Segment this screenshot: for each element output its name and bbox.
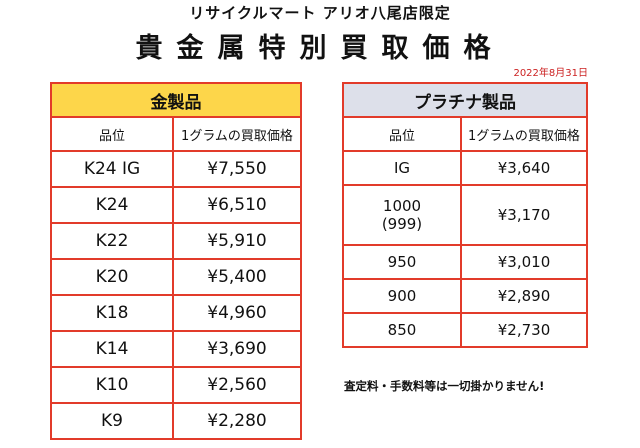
gold-grade: K14 xyxy=(50,330,174,368)
platinum-price: ¥3,640 xyxy=(460,150,588,186)
gold-price: ¥5,910 xyxy=(172,222,302,260)
gold-price: ¥4,960 xyxy=(172,294,302,332)
table-row: K20 ¥5,400 xyxy=(50,258,302,296)
platinum-price: ¥2,730 xyxy=(460,312,588,348)
fee-note: 査定料・手数料等は一切掛かりません! xyxy=(344,379,545,393)
table-row: K22 ¥5,910 xyxy=(50,222,302,260)
table-row: K24 ¥6,510 xyxy=(50,186,302,224)
platinum-price: ¥3,010 xyxy=(460,244,588,280)
table-row: K14 ¥3,690 xyxy=(50,330,302,368)
gold-grade: K18 xyxy=(50,294,174,332)
platinum-table-title: プラチナ製品 xyxy=(342,82,588,118)
gold-price: ¥2,560 xyxy=(172,366,302,404)
table-row: 850 ¥2,730 xyxy=(342,312,588,348)
platinum-grade-sub: (999) xyxy=(381,215,423,233)
platinum-grade: IG xyxy=(342,150,462,186)
gold-table-title: 金製品 xyxy=(50,82,302,118)
table-row: 900 ¥2,890 xyxy=(342,278,588,314)
platinum-price: ¥2,890 xyxy=(460,278,588,314)
platinum-col-grade: 品位 xyxy=(342,116,462,152)
table-row: 1000 (999) ¥3,170 xyxy=(342,184,588,246)
gold-grade: K9 xyxy=(50,402,174,440)
platinum-grade-main: 1000 xyxy=(382,197,422,215)
gold-grade: K10 xyxy=(50,366,174,404)
table-row: K9 ¥2,280 xyxy=(50,402,302,440)
table-row: IG ¥3,640 xyxy=(342,150,588,186)
gold-grade: K20 xyxy=(50,258,174,296)
table-row: K10 ¥2,560 xyxy=(50,366,302,404)
gold-price-table: 金製品 品位 1グラムの買取価格 K24 IG ¥7,550 K24 ¥6,51… xyxy=(50,82,302,440)
gold-price: ¥2,280 xyxy=(172,402,302,440)
platinum-col-price: 1グラムの買取価格 xyxy=(460,116,588,152)
gold-price: ¥5,400 xyxy=(172,258,302,296)
platinum-grade: 850 xyxy=(342,312,462,348)
gold-col-price: 1グラムの買取価格 xyxy=(172,116,302,152)
table-row: K18 ¥4,960 xyxy=(50,294,302,332)
gold-grade: K22 xyxy=(50,222,174,260)
gold-col-grade: 品位 xyxy=(50,116,174,152)
table-row: K24 IG ¥7,550 xyxy=(50,150,302,188)
store-label: リサイクルマート アリオ八尾店限定 xyxy=(189,4,451,22)
gold-grade: K24 xyxy=(50,186,174,224)
table-row: 950 ¥3,010 xyxy=(342,244,588,280)
platinum-grade: 1000 (999) xyxy=(342,184,462,246)
gold-price: ¥7,550 xyxy=(172,150,302,188)
gold-grade: K24 IG xyxy=(50,150,174,188)
date-label: 2022年8月31日 xyxy=(513,68,588,79)
page-title: 貴金属特別買取価格 xyxy=(135,33,505,64)
platinum-grade: 900 xyxy=(342,278,462,314)
platinum-grade: 950 xyxy=(342,244,462,280)
platinum-price: ¥3,170 xyxy=(460,184,588,246)
platinum-price-table: プラチナ製品 品位 1グラムの買取価格 IG ¥3,640 1000 (999)… xyxy=(342,82,588,348)
gold-price: ¥6,510 xyxy=(172,186,302,224)
gold-price: ¥3,690 xyxy=(172,330,302,368)
